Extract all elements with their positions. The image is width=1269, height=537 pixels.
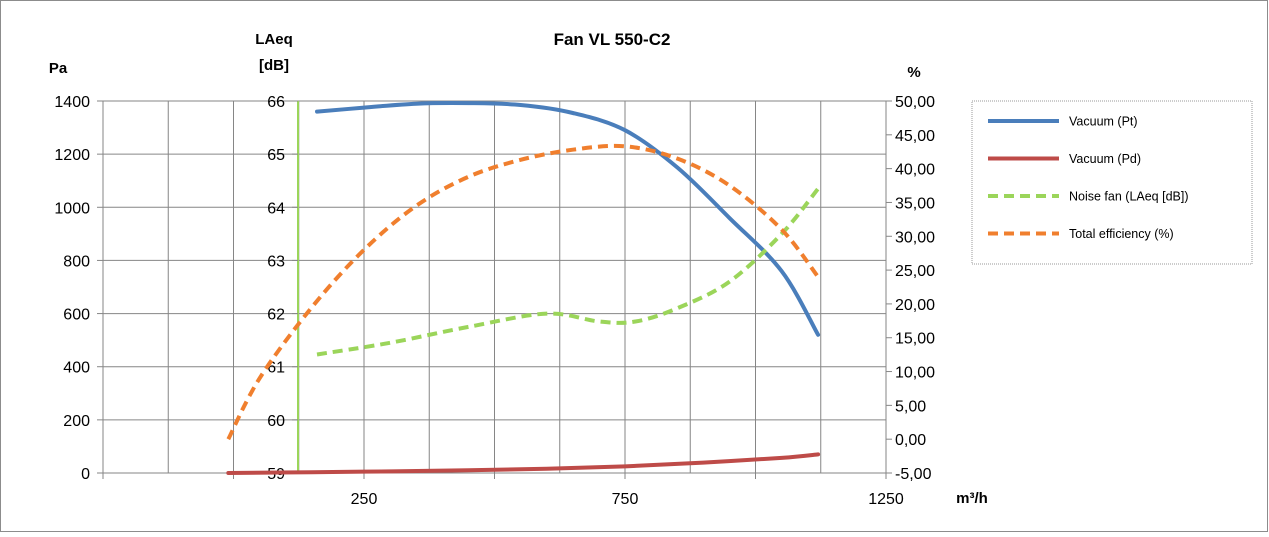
y-tick-label-pa: 1400: [54, 94, 90, 111]
y-axis-right-percent-label: %: [907, 64, 920, 81]
y-tick-label-laeq: 66: [267, 94, 285, 111]
y-tick-label-percent: 45,00: [895, 128, 935, 145]
y-tick-label-percent: 5,00: [895, 398, 926, 415]
y-tick-label-percent: 50,00: [895, 94, 935, 111]
legend-label-noise-fan-laeq-db: Noise fan (LAeq [dB]): [1069, 190, 1189, 204]
y-axis-laeq-label-line2: [dB]: [259, 57, 289, 74]
y-tick-label-percent: 15,00: [895, 331, 935, 348]
legend-label-total-efficiency: Total efficiency (%): [1069, 227, 1174, 241]
y-tick-label-pa: 600: [63, 307, 90, 324]
axes: 250 750 1250020040060080010001200140059606…: [54, 94, 935, 508]
series-line-total-efficiency: [226, 143, 820, 441]
y-tick-label-percent: 40,00: [895, 162, 935, 179]
legend-box: [971, 100, 1253, 265]
legend-label-vacuum-pt: Vacuum (Pt): [1069, 115, 1138, 129]
legend: Vacuum (Pt) Vacuum (Pd) Noise fan (LAeq [d…: [971, 100, 1253, 265]
legend-items: Vacuum (Pt) Vacuum (Pd) Noise fan (LAeq [d…: [988, 115, 1189, 241]
y-tick-label-percent: 10,00: [895, 365, 935, 382]
y-tick-label-pa: 1200: [54, 147, 90, 164]
y-tick-label-pa: 1000: [54, 200, 90, 217]
y-tick-label-pa: 0: [81, 466, 90, 483]
labels: Fan VL 550-C2 Pa LAeq [dB] % m³/h: [49, 30, 988, 507]
y-tick-label-pa: 200: [63, 413, 90, 430]
y-tick-label-laeq: 62: [267, 307, 285, 324]
y-tick-label-percent: 0,00: [895, 432, 926, 449]
y-tick-label-percent: -5,00: [895, 466, 932, 483]
y-tick-label-laeq: 65: [267, 147, 285, 164]
y-tick-label-pa: 800: [63, 253, 90, 270]
series-line-vacuum-pt: [315, 100, 821, 337]
series-line-vacuum-pd: [226, 452, 821, 475]
y-tick-label-percent: 25,00: [895, 263, 935, 280]
y-tick-label-laeq: 63: [267, 253, 285, 270]
x-axis-label: m³/h: [956, 490, 988, 507]
y-tick-label-percent: 20,00: [895, 297, 935, 314]
y-tick-label-percent: 35,00: [895, 195, 935, 212]
y-tick-label-laeq: 64: [267, 200, 285, 217]
chart-title: Fan VL 550-C2: [554, 30, 671, 49]
x-tick-label: 750: [612, 491, 639, 508]
y-tick-label-laeq: 60: [267, 413, 285, 430]
legend-label-vacuum-pd: Vacuum (Pd): [1069, 152, 1141, 166]
y-tick-label-pa: 400: [63, 360, 90, 377]
x-tick-label: 250: [351, 491, 378, 508]
y-tick-label-laeq: 61: [267, 360, 285, 377]
series-lines: [226, 100, 821, 475]
y-axis-left-pa-label: Pa: [49, 60, 68, 77]
y-axis-laeq-label-line1: LAeq: [255, 31, 293, 48]
y-tick-label-percent: 30,00: [895, 229, 935, 246]
x-tick-label: 1250: [868, 491, 904, 508]
